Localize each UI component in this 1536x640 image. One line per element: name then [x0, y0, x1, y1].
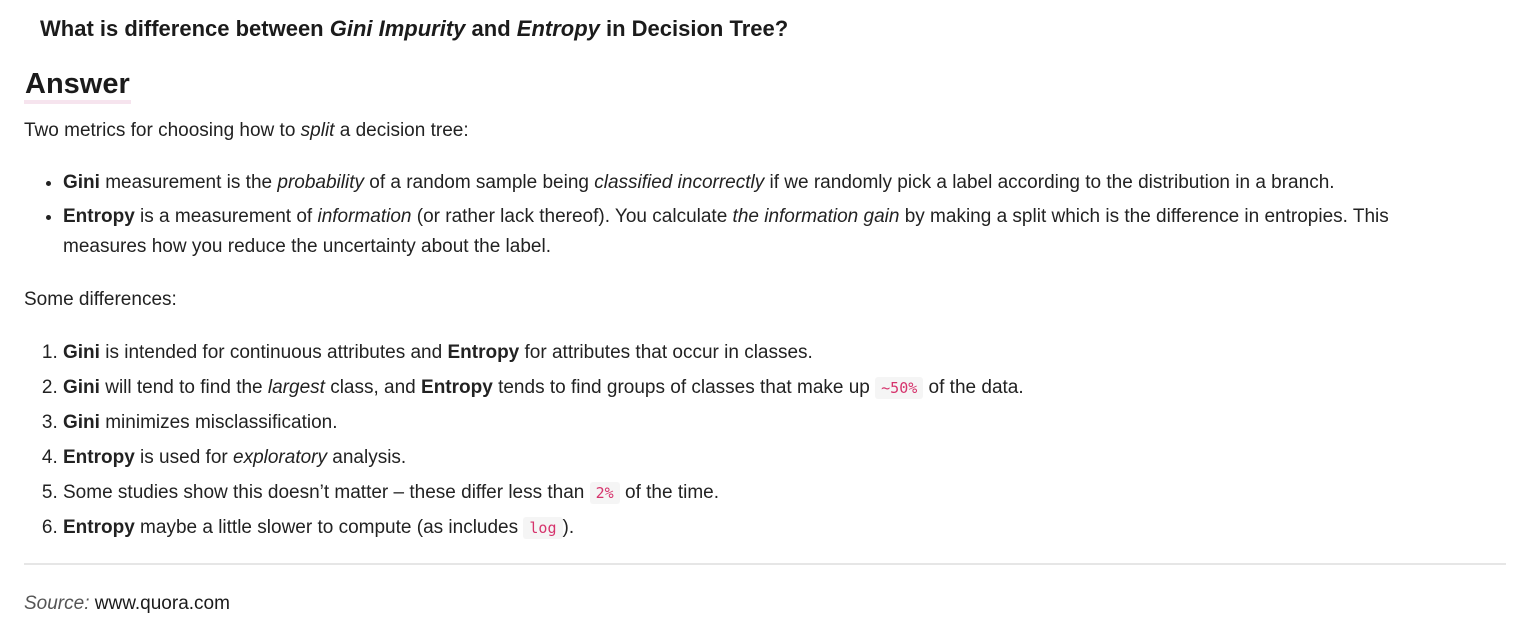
question-term-entropy: Entropy	[516, 16, 600, 41]
difference-text: of the data.	[923, 377, 1024, 398]
source-label: Source:	[24, 593, 90, 614]
difference-item: Gini is intended for continuous attribut…	[63, 338, 1464, 368]
answer-heading: Answer	[24, 64, 131, 104]
intro-paragraph: Two metrics for choosing how to split a …	[24, 116, 469, 146]
difference-emphasis: exploratory	[233, 447, 327, 468]
intro-emphasis: split	[300, 120, 335, 141]
metric-emphasis: classified incorrectly	[594, 172, 765, 193]
metric-emphasis: the information gain	[732, 206, 900, 227]
difference-item: Some studies show this doesn’t matter – …	[63, 478, 1464, 508]
difference-item: Entropy maybe a little slower to compute…	[63, 513, 1464, 543]
difference-text: analysis.	[327, 447, 407, 468]
metric-emphasis: information	[317, 206, 412, 227]
difference-text: is intended for continuous attributes an…	[99, 342, 448, 363]
question-text: in Decision Tree?	[599, 16, 789, 41]
difference-text: of the time.	[619, 482, 719, 503]
difference-item: Entropy is used for exploratory analysis…	[63, 443, 1464, 473]
metric-text: if we randomly pick a label according to…	[764, 172, 1335, 193]
metrics-list: Gini measurement is the probability of a…	[24, 168, 1464, 266]
question-title: What is difference between Gini Impurity…	[40, 14, 788, 44]
differences-list: Gini is intended for continuous attribut…	[24, 338, 1464, 548]
question-term-gini: Gini Impurity	[329, 16, 466, 41]
metric-text: (or rather lack thereof). You calculate	[411, 206, 733, 227]
difference-text: for attributes that occur in classes.	[519, 342, 813, 363]
metric-text: measurement is the	[99, 172, 278, 193]
metric-item-entropy: Entropy is a measurement of information …	[63, 202, 1464, 262]
metric-text: by making a split which is the differenc…	[63, 206, 1389, 257]
difference-text: maybe a little slower to compute (as inc…	[134, 517, 524, 538]
difference-text: is used for	[134, 447, 233, 468]
difference-term: Entropy	[421, 377, 493, 398]
metric-term: Entropy	[63, 206, 135, 227]
difference-item: Gini minimizes misclassification.	[63, 408, 1464, 438]
divider	[24, 563, 1506, 565]
inline-code: ~50%	[875, 377, 924, 399]
difference-term: Gini	[63, 412, 100, 433]
source-line: Source: www.quora.com	[24, 589, 230, 619]
difference-text: will tend to find the	[99, 377, 268, 398]
difference-text: Some studies show this doesn’t matter – …	[63, 482, 590, 503]
difference-term: Gini	[63, 377, 100, 398]
inline-code: log	[523, 517, 563, 539]
difference-term: Entropy	[447, 342, 520, 363]
difference-item: Gini will tend to find the largest class…	[63, 373, 1464, 403]
difference-term: Entropy	[63, 517, 135, 538]
question-text: What is difference between	[40, 16, 330, 41]
metric-text: of a random sample being	[363, 172, 595, 193]
difference-term: Entropy	[63, 447, 135, 468]
metric-text: is a measurement of	[134, 206, 318, 227]
question-text: and	[465, 16, 517, 41]
difference-text: tends to find groups of classes that mak…	[492, 377, 876, 398]
difference-text: ).	[562, 517, 575, 538]
differences-intro: Some differences:	[24, 289, 177, 310]
intro-text: a decision tree:	[334, 120, 469, 141]
intro-text: Two metrics for choosing how to	[24, 120, 301, 141]
metric-emphasis: probability	[277, 172, 364, 193]
metric-term: Gini	[63, 172, 100, 193]
metric-item-gini: Gini measurement is the probability of a…	[63, 168, 1464, 198]
difference-text: class, and	[324, 377, 422, 398]
inline-code: 2%	[589, 482, 620, 504]
source-link[interactable]: www.quora.com	[94, 593, 230, 614]
difference-term: Gini	[63, 342, 100, 363]
difference-text: minimizes misclassification.	[99, 412, 338, 433]
difference-emphasis: largest	[267, 377, 325, 398]
